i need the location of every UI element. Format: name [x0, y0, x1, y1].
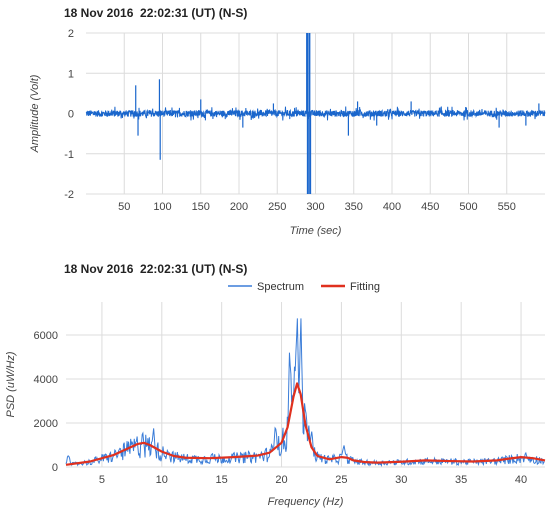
- chart2-x-tick-label: 25: [335, 474, 347, 486]
- chart1-x-tick-label: 250: [268, 201, 286, 213]
- legend-spectrum-label: Spectrum: [257, 281, 304, 293]
- chart1-x-tick-label: 550: [498, 201, 516, 213]
- chart2-x-axis-label: Frequency (Hz): [268, 496, 344, 508]
- chart2-y-tick-label: 2000: [34, 418, 58, 430]
- chart1: 50 100 150 200 250 300 350 400 450 500 550 -2 -1 0 1 2 T…: [29, 28, 546, 237]
- chart2-x-tick-label: 15: [216, 474, 228, 486]
- chart1-x-axis-label: Time (sec): [290, 225, 342, 237]
- legend-fitting-label: Fitting: [350, 281, 380, 293]
- chart1-x-tick-label: 450: [421, 201, 439, 213]
- chart2-x-tick-label: 40: [515, 474, 527, 486]
- chart2-x-tick-label: 35: [455, 474, 467, 486]
- chart1-title: 18 Nov 2016 22:02:31 (UT) (N-S): [64, 6, 248, 20]
- chart2-y-tick-label: 0: [52, 462, 58, 474]
- chart2: 5 10 15 20 25 30 35 40 0 2000 4000 6000 Frequency (H…: [5, 281, 546, 508]
- chart2-x-tick-label: 30: [395, 474, 407, 486]
- chart2-x-tick-label: 5: [99, 474, 105, 486]
- chart1-y-tick-label: 2: [68, 28, 74, 40]
- chart1-x-tick-label: 400: [383, 201, 401, 213]
- chart1-x-tick-label: 150: [192, 201, 210, 213]
- chart2-x-tick-label: 20: [275, 474, 287, 486]
- chart1-y-tick-label: 0: [68, 109, 74, 121]
- chart2-y-tick-label: 6000: [34, 330, 58, 342]
- chart1-y-tick-label: -2: [64, 189, 74, 201]
- chart2-fitting-line: [65, 382, 546, 466]
- chart2-title: 18 Nov 2016 22:02:31 (UT) (N-S): [64, 262, 248, 276]
- chart1-x-tick-label: 500: [459, 201, 477, 213]
- chart1-y-axis-label: Amplitude (Volt): [29, 74, 41, 153]
- chart1-signal-line: [85, 106, 546, 121]
- chart1-y-tick-label: 1: [68, 68, 74, 80]
- chart1-x-tick-label: 50: [118, 201, 130, 213]
- chart1-x-tick-label: 200: [230, 201, 248, 213]
- chart2-y-tick-label: 4000: [34, 374, 58, 386]
- chart1-y-tick-label: -1: [64, 149, 74, 161]
- chart2-y-axis-label: PSD (uW/Hz): [5, 351, 17, 417]
- chart1-x-tick-label: 300: [306, 201, 324, 213]
- chart2-legend: Spectrum Fitting: [228, 281, 380, 293]
- chart1-x-tick-label: 100: [153, 201, 171, 213]
- chart1-x-tick-label: 350: [345, 201, 363, 213]
- chart2-x-tick-label: 10: [156, 474, 168, 486]
